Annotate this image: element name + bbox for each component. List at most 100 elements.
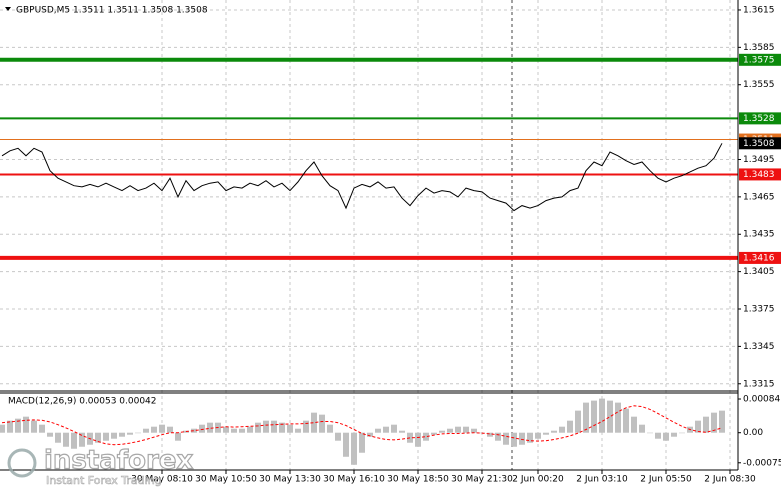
histogram-bar [535,432,541,439]
histogram-bar [287,424,293,433]
histogram-bar [367,432,373,437]
price-level-label-box [739,251,781,264]
histogram-bar [527,432,533,443]
histogram-bar [279,422,285,433]
histogram-bar [151,426,157,433]
price-line [1,143,723,212]
histogram-bar [295,428,301,433]
histogram-bar [599,398,605,433]
histogram-bar [447,428,453,433]
x-tick-label: 2 Jun 05:50 [640,475,692,485]
histogram-bar [143,428,149,433]
histogram-bar [343,432,349,457]
x-tick-label: 30 May 10:50 [195,475,257,485]
histogram-bar [255,422,261,433]
price-level-label: 1.3528 [743,114,775,124]
histogram-bar [647,432,653,434]
histogram-bar [263,420,269,433]
histogram-bar [247,426,253,433]
histogram-bar [135,432,141,434]
watermark-tagline: Instant Forex Trading [46,474,162,487]
histogram-bar [567,420,573,433]
price-level-label: 1.3575 [743,55,775,65]
histogram-bar [455,426,461,433]
y-tick-label: 1.3435 [743,230,775,240]
histogram-bar [471,428,477,433]
histogram-bar [351,432,357,465]
histogram-bar [223,426,229,433]
histogram-bar [383,426,389,433]
histogram-bar [391,424,397,433]
histogram-bar [319,414,325,433]
y-tick-label: 1.3555 [743,80,775,90]
histogram-bar [23,416,29,433]
histogram-bar [711,412,717,433]
histogram-bar [231,428,237,433]
histogram-bar [207,422,213,433]
histogram-bar [63,432,69,447]
y-tick-label: 1.3615 [743,5,775,15]
histogram-bar [663,432,669,441]
histogram-bar [495,432,501,441]
histogram-bar [615,402,621,433]
x-tick-label: 30 May 08:10 [131,475,193,485]
y-tick-label: 1.3405 [743,267,775,277]
y-tick-label: 1.3375 [743,305,775,315]
histogram-bar [583,402,589,433]
chart-title: GBPUSD,M5 1.3511 1.3511 1.3508 1.3508 [16,6,208,16]
histogram-bar [39,424,45,433]
y-tick-label: -0.00075 [743,458,781,468]
watermark-brand: instaforex [44,446,194,476]
histogram-bar [703,416,709,433]
last-price-box [739,137,781,150]
histogram-bar [407,432,413,443]
y-tick-label: 1.3465 [743,192,775,202]
histogram-bar [631,416,637,433]
histogram-bar [327,424,333,433]
watermark-logo [7,448,37,478]
histogram-bar [271,420,277,433]
histogram-bar [191,428,197,433]
histogram-bar [591,400,597,433]
histogram-bar [415,432,421,447]
x-tick-label: 30 May 21:30 [451,475,513,485]
histogram-bar [175,432,181,441]
histogram-bar [439,430,445,433]
histogram-bar [119,432,125,437]
histogram-bar [375,428,381,433]
histogram-bar [359,432,365,453]
histogram-bar [399,430,405,433]
y-tick-label: 1.3585 [743,43,775,53]
histogram-bar [511,432,517,447]
x-tick-label: 30 May 13:30 [259,475,321,485]
histogram-bar [111,432,117,439]
histogram-bar [303,420,309,433]
y-tick-label: 1.3345 [743,342,775,352]
histogram-bar [47,432,53,437]
histogram-bar [127,432,133,435]
y-tick-label: 0.00 [743,428,763,438]
histogram-bar [31,420,37,433]
histogram-bar [423,432,429,441]
watermark: instaforex Instant Forex Trading [7,445,194,487]
x-tick-label: 30 May 18:50 [387,475,449,485]
histogram-bar [463,426,469,433]
x-tick-label: 2 Jun 00:20 [512,475,564,485]
histogram-bar [639,424,645,433]
histogram-bar [55,432,61,443]
histogram-bar [95,432,101,443]
histogram-bar [71,432,77,449]
histogram-bar [719,410,725,433]
histogram-bar [79,432,85,447]
histogram-bar [167,426,173,433]
price-level-label: 1.3483 [743,170,775,180]
histogram-bar [543,432,549,435]
histogram-bar [607,400,613,433]
price-level-label-box [739,53,781,66]
histogram-bar [559,426,565,433]
histogram-bar [103,432,109,441]
histogram-bar [551,430,557,433]
